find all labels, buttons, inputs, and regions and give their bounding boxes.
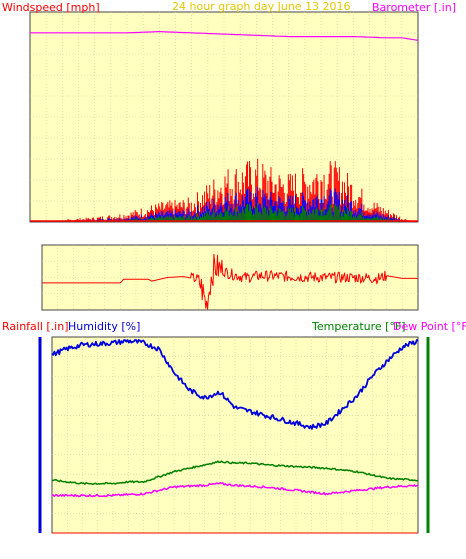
dewpoint-line — [51, 482, 419, 498]
chart-title: 24 hour graph day June 13 2016 — [172, 0, 351, 13]
wind-pressure-marks — [30, 31, 419, 222]
barometer-axis-label: Barometer [.in] — [372, 1, 456, 14]
wind-direction-grid — [42, 245, 418, 310]
temperature-line — [51, 460, 419, 485]
humidity-axis-label: Humidity [%] — [68, 320, 140, 333]
temperature-axis-label: Temperature [°F] — [311, 320, 406, 333]
windspeed-axis-label: Windspeed [mph] — [2, 1, 100, 14]
temp-humidity-marks — [51, 339, 419, 534]
wind-direction-marks — [42, 253, 418, 310]
dewpoint-axis-label: Dew Point [°F] — [393, 320, 466, 333]
temp-humidity-grid — [52, 337, 418, 533]
wind-direction-line — [42, 253, 418, 310]
temp-humidity-ticks — [38, 337, 430, 533]
barometer-line — [30, 31, 419, 41]
rainfall-axis-label: Rainfall [.in] — [2, 320, 69, 333]
humidity-line — [51, 339, 419, 430]
